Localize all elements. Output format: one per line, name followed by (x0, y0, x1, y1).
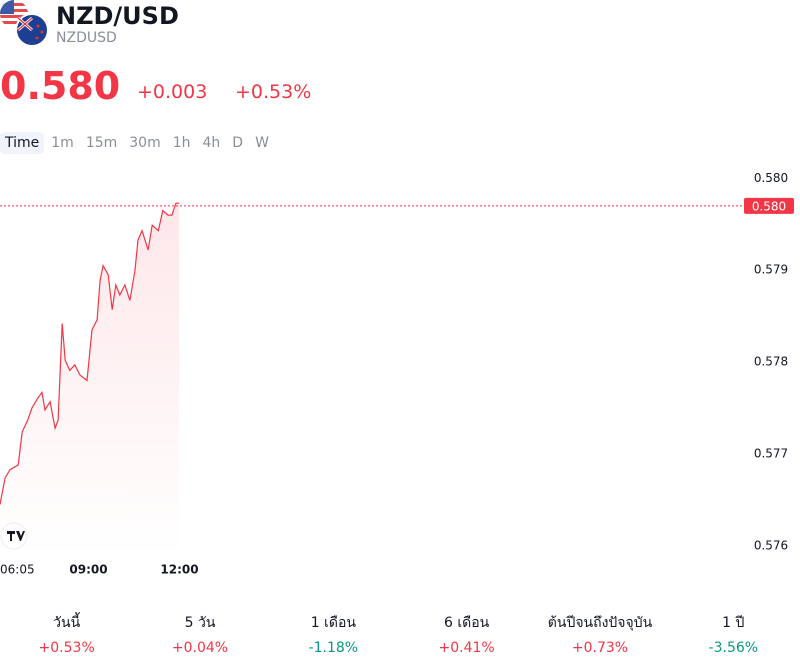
area (0, 203, 179, 555)
performance-label: 6 เดือน (444, 615, 490, 631)
price: 0.580 (0, 64, 121, 108)
symbol: NZDUSD (56, 30, 117, 46)
performance-label: วันนี้ (53, 615, 81, 631)
y-tick-label: 0.579 (754, 263, 788, 277)
timeframes: Time 1m 15m 30m 1h 4h D W (0, 132, 274, 154)
x-tick-label: 12:00 (160, 563, 198, 577)
flag-us (0, 0, 28, 28)
timeframe-button[interactable]: Time (0, 132, 45, 154)
performance-item: 6 เดือน +0.41% (400, 612, 533, 656)
price-line (0, 202, 179, 505)
change-percent: +0.53% (235, 81, 312, 103)
y-tick-label: 0.576 (754, 538, 788, 552)
performance-label: 1 เดือน (310, 615, 356, 631)
timeframe-button[interactable]: 4h (202, 135, 221, 151)
performance-label: 1 ปี (722, 615, 745, 631)
flag-nz (15, 13, 49, 47)
performance-value: +0.41% (438, 640, 495, 656)
last-price-badge (744, 197, 794, 214)
performance-item: 1 ปี -3.56% (667, 612, 800, 656)
performance-value: -3.56% (708, 640, 759, 656)
performance-value: +0.53% (38, 640, 95, 656)
change: +0.003 (137, 81, 208, 103)
timeframe-button[interactable]: W (255, 135, 269, 151)
y-tick-label: 0.580 (754, 171, 788, 185)
performance-item: 1 เดือน -1.18% (267, 612, 400, 656)
timeframe-button[interactable]: 30m (129, 135, 161, 151)
timeframe-button[interactable]: 15m (85, 135, 118, 151)
performance-label: ต้นปีจนถึงปัจจุบัน (547, 615, 653, 631)
performance-value: -1.18% (308, 640, 359, 656)
last-price-label: 0.580 (752, 199, 786, 213)
performance-value: +0.73% (571, 640, 629, 656)
y-tick-label: 0.578 (754, 355, 788, 369)
performance-item: ต้นปีจนถึงปัจจุบัน +0.73% (533, 612, 666, 656)
x-tick-label: 06:05 (0, 563, 35, 577)
y-tick-label: 0.577 (754, 446, 788, 460)
title: NZD/USD (56, 2, 179, 30)
performance-item: 5 วัน +0.04% (133, 612, 266, 656)
x-tick-label: 09:00 (69, 563, 107, 577)
performance-label: 5 วัน (184, 615, 216, 631)
performance-value: +0.04% (171, 640, 229, 656)
performance: วันนี้ +0.53% 5 วัน +0.04% 1 เดือน -1.18% 6 เด… (0, 612, 800, 656)
performance-item: วันนี้ +0.53% (0, 612, 133, 656)
timeframe-button[interactable]: 1h (172, 135, 191, 151)
timeframe-button[interactable]: 1m (51, 135, 74, 151)
timeframe-button[interactable]: D (232, 135, 244, 151)
